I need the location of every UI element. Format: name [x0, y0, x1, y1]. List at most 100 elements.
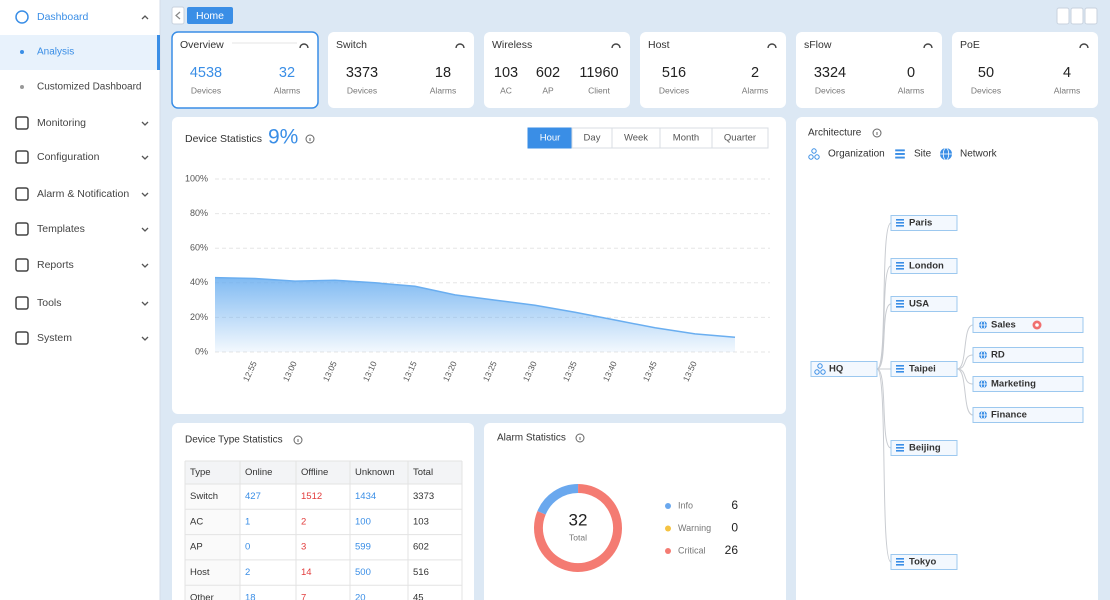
tree-node-label[interactable]: USA: [909, 299, 929, 310]
tree-node[interactable]: [890, 554, 958, 570]
stat-label: Devices: [347, 85, 377, 95]
menu-item[interactable]: System: [37, 332, 72, 344]
chevron: [141, 155, 149, 160]
stat-label: Devices: [971, 85, 1001, 95]
y-tick-label: 80%: [190, 208, 208, 218]
panel-title: Alarm Statistics: [497, 433, 566, 444]
tree-node[interactable]: [890, 361, 958, 377]
time-tab[interactable]: [711, 127, 769, 149]
menu-icon: [15, 10, 29, 24]
y-tick-label: 0%: [195, 346, 208, 356]
tree-node[interactable]: [890, 440, 958, 456]
stat-label: Devices: [191, 85, 221, 95]
site-icon: [896, 306, 904, 308]
menu-icon: [15, 331, 29, 345]
table-first-column-bg: [185, 484, 240, 600]
submenu-item[interactable]: Customized Dashboard: [37, 82, 142, 93]
refresh-icon[interactable]: [611, 43, 621, 49]
active-item-bg: [0, 35, 160, 70]
area-line: [214, 276, 736, 339]
menu-item[interactable]: Tools: [37, 297, 62, 309]
table-cell: 1: [245, 516, 250, 527]
tree-node-label[interactable]: Marketing: [991, 379, 1036, 390]
org-icon: [814, 154, 820, 160]
tree-node[interactable]: [810, 361, 878, 377]
time-tab-label[interactable]: Day: [584, 133, 601, 144]
stat-label: Alarms: [430, 85, 456, 95]
menu-item[interactable]: Monitoring: [37, 117, 86, 129]
submenu-item[interactable]: Analysis: [37, 47, 74, 58]
site-icon: [896, 371, 904, 373]
tree-node[interactable]: [890, 258, 958, 274]
tree-node-label[interactable]: Sales: [991, 320, 1016, 331]
tree-node-label[interactable]: Paris: [909, 218, 932, 229]
table-header: Type: [190, 467, 211, 478]
tree-node-label[interactable]: Finance: [991, 410, 1027, 421]
home-tab[interactable]: [187, 7, 233, 24]
legend-label: Warning: [678, 523, 711, 533]
tree-node[interactable]: [972, 376, 1084, 392]
stat-value: 2: [751, 65, 759, 81]
menu-item[interactable]: Dashboard: [37, 11, 89, 23]
menu-item[interactable]: Configuration: [37, 151, 100, 163]
toolbar-button[interactable]: [1084, 7, 1098, 25]
menu-icon: [15, 116, 29, 130]
tree-node-label[interactable]: London: [909, 261, 944, 272]
refresh-icon[interactable]: [767, 43, 777, 49]
summary-card[interactable]: [952, 32, 1098, 108]
table-cell: 2: [301, 516, 306, 527]
refresh-icon[interactable]: [455, 43, 465, 49]
stat-label: Alarms: [742, 85, 768, 95]
toolbar-button[interactable]: [1070, 7, 1084, 25]
table-cell: 103: [413, 516, 429, 527]
tree-link: [956, 324, 974, 370]
tree-node[interactable]: [890, 215, 958, 231]
table-header: Online: [245, 467, 272, 478]
tree-node-label[interactable]: Taipei: [909, 364, 936, 375]
tree-link: [876, 303, 892, 370]
menu-item[interactable]: Reports: [37, 259, 74, 271]
percentage: 9%: [268, 126, 298, 149]
legend-label: Info: [678, 500, 693, 510]
legend-value: 26: [725, 543, 739, 557]
tree-node-label[interactable]: Beijing: [909, 443, 941, 454]
toolbar-button[interactable]: [1056, 7, 1070, 25]
refresh-icon[interactable]: [1079, 43, 1089, 49]
table-cell: AP: [190, 542, 203, 553]
summary-card[interactable]: [328, 32, 474, 108]
summary-card[interactable]: [484, 32, 630, 108]
menu-item[interactable]: Templates: [37, 223, 85, 235]
tree-link: [876, 222, 892, 370]
site-icon: [896, 558, 904, 560]
org-icon: [820, 369, 826, 375]
site-icon: [896, 225, 904, 227]
home-tab-label[interactable]: Home: [196, 10, 224, 22]
refresh-icon[interactable]: [923, 43, 933, 49]
time-tab-label[interactable]: Quarter: [724, 133, 756, 144]
time-tab-label[interactable]: Hour: [540, 133, 561, 144]
alarm-badge-dot: [1035, 323, 1039, 327]
tree-node-label[interactable]: HQ: [829, 364, 843, 375]
tree-node-label[interactable]: Tokyo: [909, 557, 936, 568]
stat-value: 50: [978, 65, 994, 81]
summary-card[interactable]: [171, 31, 319, 109]
info-icon: [293, 435, 303, 445]
time-tab-label[interactable]: Week: [624, 133, 648, 144]
back-button[interactable]: [171, 6, 185, 25]
time-tab-label[interactable]: Month: [673, 133, 699, 144]
alarm-panel: [484, 423, 786, 600]
summary-card[interactable]: [796, 32, 942, 108]
table-header-bg: [185, 461, 462, 484]
menu-item[interactable]: Alarm & Notification: [37, 188, 129, 200]
site-icon: [896, 564, 904, 566]
legend-value: 0: [731, 521, 738, 535]
table-cell: 7: [301, 592, 306, 600]
tree-node[interactable]: [972, 407, 1084, 423]
tree-node[interactable]: [890, 296, 958, 312]
tree-node-label[interactable]: RD: [991, 350, 1005, 361]
tree-node[interactable]: [972, 347, 1084, 363]
tree-node[interactable]: [972, 317, 1084, 333]
summary-card[interactable]: [640, 32, 786, 108]
site-icon: [896, 365, 904, 367]
refresh-icon[interactable]: [299, 43, 309, 49]
